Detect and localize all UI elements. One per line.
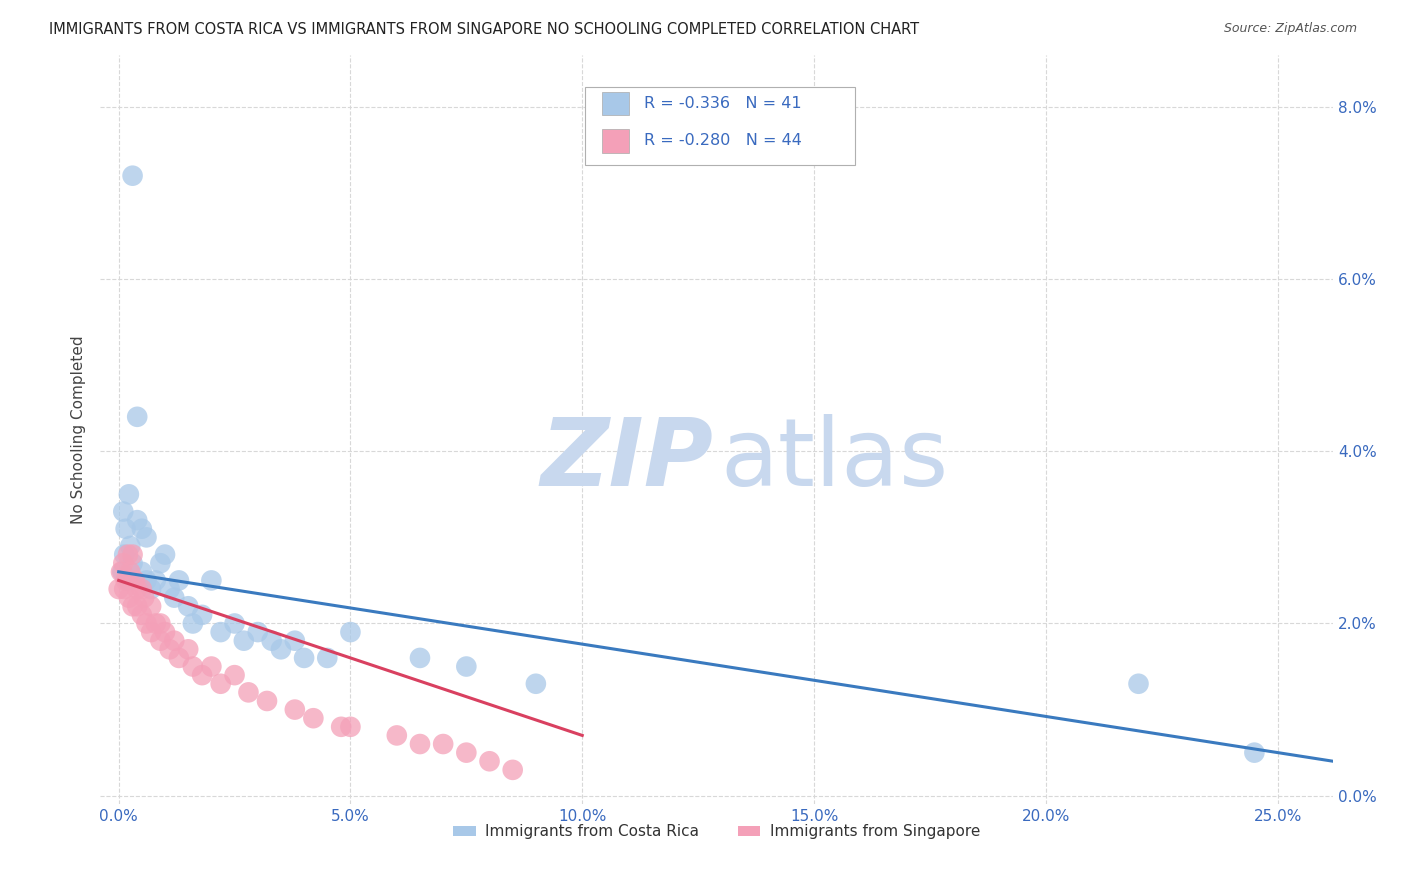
Point (478, 754, 501, 768)
Point (114, 574, 136, 588)
Point (112, 556, 135, 570)
Point (292, 651, 315, 665)
Point (163, 633, 186, 648)
Point (117, 548, 139, 562)
Point (284, 703, 307, 717)
Point (149, 556, 172, 570)
Point (118, 591, 141, 605)
Point (127, 599, 149, 614)
Point (114, 522, 136, 536)
Point (339, 720, 361, 734)
Point (1128, 677, 1150, 691)
Point (270, 642, 292, 657)
Point (246, 625, 269, 640)
Point (131, 565, 153, 579)
Text: ZIP: ZIP (540, 414, 713, 506)
Point (432, 737, 454, 751)
Point (316, 651, 339, 665)
Point (177, 642, 200, 657)
Point (256, 694, 278, 708)
Text: Source: ZipAtlas.com: Source: ZipAtlas.com (1223, 22, 1357, 36)
Point (112, 548, 135, 562)
Point (110, 565, 132, 579)
Point (232, 633, 254, 648)
Text: IMMIGRANTS FROM COSTA RICA VS IMMIGRANTS FROM SINGAPORE NO SCHOOLING COMPLETED C: IMMIGRANTS FROM COSTA RICA VS IMMIGRANTS… (49, 22, 920, 37)
FancyBboxPatch shape (602, 129, 628, 153)
Point (385, 728, 408, 742)
Point (121, 556, 143, 570)
Point (127, 409, 149, 424)
Legend: Immigrants from Costa Rica, Immigrants from Singapore: Immigrants from Costa Rica, Immigrants f… (447, 818, 986, 846)
Point (159, 642, 181, 657)
Point (135, 616, 157, 631)
Point (118, 487, 141, 501)
Point (139, 599, 162, 614)
Point (238, 685, 260, 699)
Point (224, 668, 246, 682)
Point (149, 616, 172, 631)
Point (456, 746, 478, 760)
Point (409, 737, 432, 751)
Point (127, 513, 149, 527)
Point (502, 763, 524, 777)
Point (302, 711, 325, 725)
FancyBboxPatch shape (585, 87, 855, 165)
Point (149, 633, 172, 648)
Point (177, 599, 200, 614)
Text: atlas: atlas (720, 414, 949, 506)
Point (167, 651, 190, 665)
Point (153, 625, 176, 640)
Point (117, 574, 139, 588)
Point (284, 633, 307, 648)
Point (121, 548, 143, 562)
Point (163, 591, 186, 605)
Point (339, 625, 361, 640)
Point (1243, 746, 1265, 760)
Point (120, 539, 142, 553)
Point (209, 677, 232, 691)
Point (209, 625, 232, 640)
Y-axis label: No Schooling Completed: No Schooling Completed (72, 335, 86, 524)
FancyBboxPatch shape (602, 92, 628, 115)
Point (145, 616, 167, 631)
Point (200, 574, 222, 588)
Point (456, 659, 478, 673)
Point (181, 616, 204, 631)
Point (134, 591, 156, 605)
Point (107, 582, 129, 596)
Point (260, 633, 283, 648)
Point (330, 720, 353, 734)
Point (409, 651, 432, 665)
Point (131, 522, 153, 536)
Point (135, 574, 157, 588)
Point (200, 659, 222, 673)
Point (121, 169, 143, 183)
Point (120, 565, 142, 579)
Point (127, 582, 149, 596)
Point (191, 668, 214, 682)
Point (112, 504, 135, 518)
Point (131, 607, 153, 622)
Point (167, 574, 190, 588)
Point (524, 677, 547, 691)
Point (112, 582, 135, 596)
Point (124, 574, 146, 588)
Point (224, 616, 246, 631)
Point (111, 565, 134, 579)
Point (139, 625, 162, 640)
Point (121, 599, 143, 614)
Point (181, 659, 204, 673)
Point (139, 582, 162, 596)
Point (131, 582, 153, 596)
Point (153, 548, 176, 562)
Point (145, 574, 167, 588)
Text: R = -0.336   N = 41: R = -0.336 N = 41 (644, 96, 801, 111)
Text: R = -0.280   N = 44: R = -0.280 N = 44 (644, 134, 801, 148)
Point (191, 607, 214, 622)
Point (135, 530, 157, 544)
Point (159, 582, 181, 596)
